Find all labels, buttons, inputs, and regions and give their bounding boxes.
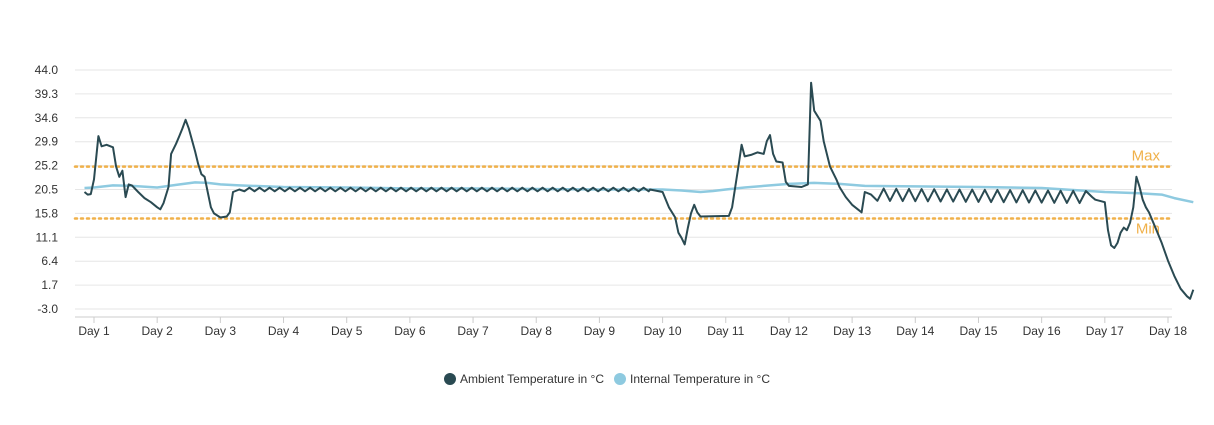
y-tick-label: 34.6	[35, 111, 59, 125]
x-tick-label: Day 9	[584, 324, 616, 338]
x-tick-label: Day 18	[1149, 324, 1187, 338]
series-line-ambient	[83, 81, 1195, 300]
x-tick-label: Day 1	[78, 324, 110, 338]
axes: 44.0 39.3 34.6 29.9 25.2 20.5 15.8 11.1 6.4 1.7 -3…	[35, 63, 1188, 338]
y-tick-label: 15.8	[35, 206, 59, 220]
legend-item-ambient[interactable]: Ambient Temperature in °C	[444, 372, 604, 386]
y-tick-label: 6.4	[41, 254, 58, 268]
y-tick-label: -3.0	[37, 302, 58, 316]
x-tick-label: Day 10	[644, 324, 682, 338]
x-tick-label: Day 11	[707, 324, 744, 338]
legend-item-internal[interactable]: Internal Temperature in °C	[614, 372, 770, 386]
x-tick-label: Day 17	[1086, 324, 1124, 338]
y-tick-label: 44.0	[35, 63, 59, 77]
x-tick-label: Day 4	[268, 324, 300, 338]
x-tick-label: Day 5	[331, 324, 363, 338]
y-tick-label: 20.5	[35, 183, 59, 197]
x-tick-label: Day 2	[141, 324, 173, 338]
y-tick-label: 39.3	[35, 87, 59, 101]
series-line-internal	[84, 181, 1194, 204]
legend: Ambient Temperature in °C Internal Tempe…	[0, 372, 1214, 386]
x-tick-label: Day 15	[959, 324, 997, 338]
y-tick-label: 29.9	[35, 135, 59, 149]
x-tick-label: Day 12	[770, 324, 808, 338]
x-tick-label: Day 3	[205, 324, 237, 338]
legend-label-internal: Internal Temperature in °C	[630, 372, 770, 386]
x-tick-label: Day 8	[521, 324, 553, 338]
x-tick-label: Day 16	[1023, 324, 1061, 338]
y-tick-label: 1.7	[41, 278, 58, 292]
series-lines	[83, 81, 1195, 300]
y-tick-label: 11.1	[36, 230, 59, 244]
legend-marker-internal	[614, 373, 626, 385]
x-tick-label: Day 14	[896, 324, 934, 338]
x-tick-label: Day 7	[457, 324, 489, 338]
reference-label-max: Max	[1132, 148, 1161, 165]
x-tick-label: Day 6	[394, 324, 426, 338]
x-tick-label: Day 13	[833, 324, 871, 338]
legend-label-ambient: Ambient Temperature in °C	[460, 372, 604, 386]
y-tick-label: 25.2	[35, 159, 59, 173]
legend-marker-ambient	[444, 373, 457, 385]
